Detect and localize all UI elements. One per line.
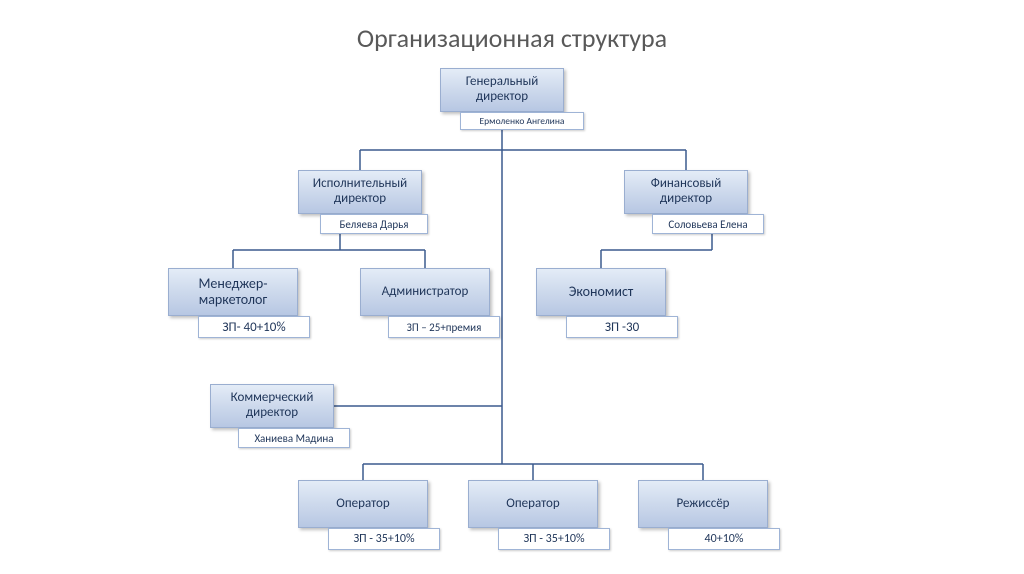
page-title: Организационная структура <box>0 22 1024 54</box>
org-node-econ: Экономист <box>536 268 666 316</box>
org-node-mkt: Менеджер-маркетолог <box>168 268 298 316</box>
org-node-tag-econ: ЗП -30 <box>566 316 678 338</box>
org-node-dir: Режиссёр <box>638 480 768 528</box>
org-node-label: Финансовый директор <box>629 177 743 207</box>
org-node-tag-label: Беляева Дарья <box>339 218 408 231</box>
org-node-tag-label: ЗП -30 <box>605 320 639 335</box>
org-node-label: Генеральный директор <box>445 75 559 105</box>
org-node-tag-label: Ханиева Мадина <box>254 432 333 445</box>
org-node-label: Менеджер-маркетолог <box>173 276 293 308</box>
org-node-tag-fin: Соловьева Елена <box>652 214 764 234</box>
org-node-tag-label: Соловьева Елена <box>668 218 747 231</box>
org-node-adm: Администратор <box>360 268 490 316</box>
org-node-tag-mkt: ЗП- 40+10% <box>198 316 310 338</box>
org-node-tag-label: ЗП – 25+премия <box>407 321 482 334</box>
org-node-label: Исполнительный директор <box>303 177 417 207</box>
org-node-label: Администратор <box>382 285 469 300</box>
org-node-comm: Коммерческий директор <box>210 384 334 428</box>
org-node-tag-label: ЗП- 40+10% <box>222 320 285 335</box>
org-node-exec: Исполнительный директор <box>298 170 422 214</box>
org-chart-canvas: Организационная структура Генеральный ди… <box>0 0 1024 574</box>
org-node-tag-dir: 40+10% <box>668 528 780 550</box>
org-node-tag-comm: Ханиева Мадина <box>238 428 350 448</box>
org-node-label: Оператор <box>506 497 559 512</box>
org-node-op1: Оператор <box>298 480 428 528</box>
org-node-tag-adm: ЗП – 25+премия <box>388 316 500 338</box>
org-node-fin: Финансовый директор <box>624 170 748 214</box>
org-node-tag-gen: Ермоленко Ангелина <box>460 112 584 130</box>
org-node-label: Коммерческий директор <box>215 391 329 421</box>
org-node-label: Экономист <box>569 284 634 300</box>
org-node-tag-op2: ЗП - 35+10% <box>498 528 610 550</box>
org-node-tag-label: ЗП - 35+10% <box>353 532 414 546</box>
org-node-tag-exec: Беляева Дарья <box>320 214 428 234</box>
org-node-tag-label: Ермоленко Ангелина <box>480 115 565 127</box>
org-node-label: Режиссёр <box>676 497 729 512</box>
org-node-op2: Оператор <box>468 480 598 528</box>
org-node-tag-label: ЗП - 35+10% <box>523 532 584 546</box>
org-node-label: Оператор <box>336 497 389 512</box>
org-node-tag-label: 40+10% <box>705 532 744 546</box>
org-node-gen: Генеральный директор <box>440 68 564 112</box>
org-node-tag-op1: ЗП - 35+10% <box>328 528 440 550</box>
